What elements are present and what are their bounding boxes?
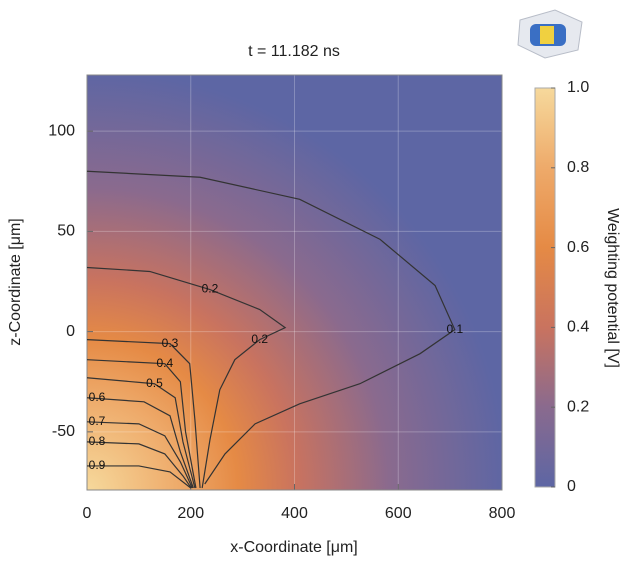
y-tick-label: 50	[57, 223, 75, 240]
y-tick-label: 0	[66, 323, 75, 340]
app-icon	[517, 9, 583, 59]
contour-line	[87, 465, 192, 489]
colorbar-tick-label: 0.4	[567, 319, 589, 336]
colorbar-tick-label: 0.8	[567, 159, 589, 176]
y-axis-label: z-Coordinate [μm]	[7, 218, 24, 345]
contour-label: 0.8	[89, 434, 106, 448]
contour-line	[86, 266, 287, 489]
x-tick-label: 200	[177, 505, 204, 522]
contour-label: 0.7	[89, 414, 106, 428]
contour-line	[86, 170, 456, 485]
contour-label: 0.2	[202, 282, 219, 296]
y-tick-label: 100	[48, 122, 75, 139]
colorbar	[534, 87, 556, 488]
contour-label: 0.6	[89, 390, 106, 404]
colorbar-label: Weighting potential [V]	[604, 208, 621, 368]
chart-title: t = 11.182 ns	[248, 43, 340, 60]
x-axis-label: x-Coordinate [μm]	[230, 539, 357, 556]
x-tick-label: 800	[489, 505, 516, 522]
colorbar-tick-label: 1.0	[567, 79, 589, 96]
contour-line	[86, 421, 193, 489]
heatmap	[87, 75, 502, 490]
contour-line	[86, 397, 194, 489]
x-tick-label: 600	[385, 505, 412, 522]
contour-label: 0.4	[156, 356, 173, 370]
contour-label: 0.2	[251, 332, 268, 346]
contour-label: 0.9	[89, 458, 106, 472]
contour-line	[86, 359, 197, 489]
y-tick-label: -50	[52, 423, 75, 440]
contour-line	[86, 441, 192, 489]
colorbar-tick-label: 0.6	[567, 239, 589, 256]
contour-line	[86, 377, 196, 489]
colorbar-tick-label: 0	[567, 478, 576, 495]
contour-label: 0.1	[446, 322, 463, 336]
contour-line	[86, 339, 201, 489]
contour-label: 0.3	[162, 336, 179, 350]
contour-label: 0.5	[146, 376, 163, 390]
plot-frame	[86, 74, 503, 491]
colorbar-tick-label: 0.2	[567, 398, 589, 415]
x-tick-label: 0	[83, 505, 92, 522]
x-tick-label: 400	[281, 505, 308, 522]
